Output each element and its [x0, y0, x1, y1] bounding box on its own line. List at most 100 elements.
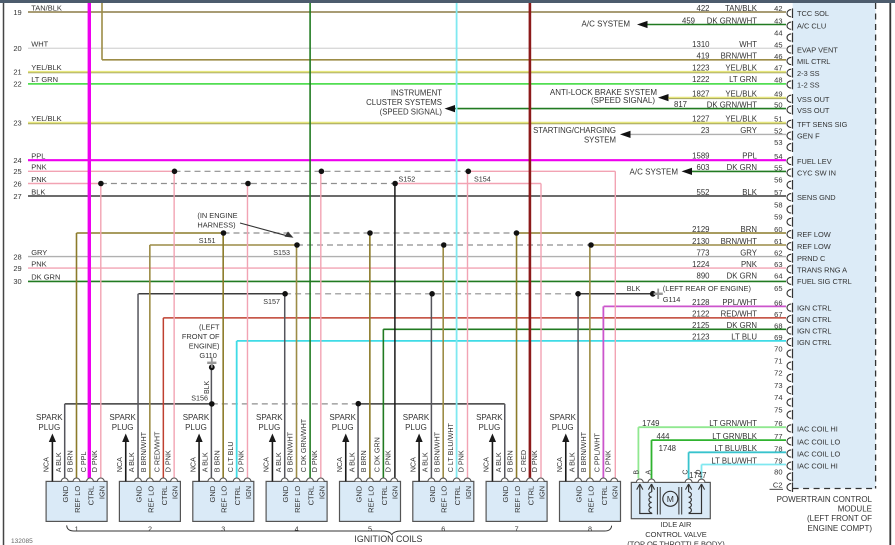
svg-text:49: 49 [774, 90, 782, 99]
svg-text:IGN CTRL: IGN CTRL [797, 338, 832, 347]
svg-text:2-3 SS: 2-3 SS [797, 69, 820, 78]
svg-text:66: 66 [774, 298, 782, 307]
svg-text:IGN: IGN [244, 486, 253, 499]
svg-text:56: 56 [774, 176, 782, 185]
svg-text:PRND C: PRND C [797, 254, 826, 263]
svg-text:MODULE: MODULE [838, 505, 872, 514]
svg-text:PLUG: PLUG [38, 423, 60, 432]
svg-text:603: 603 [696, 163, 709, 172]
svg-text:55: 55 [774, 163, 782, 172]
svg-text:817: 817 [674, 100, 687, 109]
svg-text:IGN: IGN [537, 486, 546, 499]
svg-text:43: 43 [774, 17, 782, 26]
svg-text:TFT SENS SIG: TFT SENS SIG [797, 120, 848, 129]
svg-text:1224: 1224 [692, 260, 710, 269]
svg-text:54: 54 [774, 152, 782, 161]
svg-text:58: 58 [774, 200, 782, 209]
svg-text:REF LO: REF LO [440, 486, 449, 513]
svg-text:IGN CTRL: IGN CTRL [797, 304, 832, 313]
svg-text:C RED/WHT: C RED/WHT [153, 431, 162, 472]
svg-text:DK GRN/WHT: DK GRN/WHT [707, 100, 757, 109]
svg-text:2130: 2130 [692, 237, 710, 246]
svg-text:62: 62 [774, 249, 782, 258]
svg-text:1748: 1748 [659, 444, 676, 453]
svg-text:IAC COIL LO: IAC COIL LO [797, 437, 841, 446]
svg-text:YEL/BLK: YEL/BLK [31, 63, 61, 72]
svg-text:6: 6 [441, 525, 445, 534]
svg-text:2122: 2122 [692, 310, 709, 319]
svg-text:REF LOW: REF LOW [797, 230, 831, 239]
svg-text:FRONT OF: FRONT OF [182, 332, 220, 341]
svg-text:19: 19 [13, 8, 21, 17]
svg-text:61: 61 [774, 237, 782, 246]
svg-text:S156: S156 [191, 394, 208, 403]
svg-text:1827: 1827 [692, 89, 709, 98]
svg-text:LT GRN: LT GRN [729, 75, 757, 84]
svg-text:NCA: NCA [42, 457, 51, 472]
svg-text:LT GRN/WHT: LT GRN/WHT [709, 419, 757, 428]
svg-text:HARNESS): HARNESS) [197, 221, 235, 230]
svg-text:4: 4 [295, 525, 299, 534]
svg-text:C2: C2 [773, 481, 783, 490]
svg-text:SPARK: SPARK [183, 413, 210, 422]
svg-text:D PNK: D PNK [237, 450, 246, 472]
svg-text:SPARK: SPARK [109, 413, 136, 422]
svg-text:G114: G114 [663, 295, 681, 304]
svg-text:IGN: IGN [317, 486, 326, 499]
svg-text:RED/WHT: RED/WHT [721, 310, 758, 319]
svg-text:1749: 1749 [642, 419, 659, 428]
svg-text:M: M [667, 494, 674, 504]
svg-text:47: 47 [774, 64, 782, 73]
svg-text:60: 60 [774, 225, 782, 234]
svg-text:2: 2 [148, 525, 152, 534]
svg-text:DK GRN/WHT: DK GRN/WHT [707, 16, 757, 25]
svg-text:GND: GND [135, 485, 144, 502]
svg-text:C PPL/WHT: C PPL/WHT [593, 433, 602, 473]
svg-text:IGN: IGN [391, 486, 400, 499]
svg-text:1: 1 [75, 525, 79, 534]
svg-text:59: 59 [774, 213, 782, 222]
svg-text:NCA: NCA [408, 457, 417, 472]
svg-text:80: 80 [774, 468, 782, 477]
svg-text:REF LOW: REF LOW [797, 242, 831, 251]
svg-text:DK GRN: DK GRN [727, 321, 757, 330]
svg-text:IGN: IGN [97, 486, 106, 499]
svg-text:(SPEED SIGNAL): (SPEED SIGNAL) [380, 107, 443, 116]
svg-text:D: D [695, 470, 702, 475]
svg-text:51: 51 [774, 115, 782, 124]
svg-text:ENGINE COMPT): ENGINE COMPT) [808, 524, 873, 533]
svg-text:CTRL: CTRL [527, 486, 536, 506]
svg-text:STARTING/CHARGING: STARTING/CHARGING [533, 126, 616, 135]
svg-text:BLK: BLK [204, 380, 211, 394]
svg-text:REF LO: REF LO [586, 486, 595, 513]
svg-text:D PNK: D PNK [163, 450, 172, 472]
svg-text:ENGINE): ENGINE) [189, 342, 220, 351]
svg-text:PLUG: PLUG [258, 423, 280, 432]
svg-text:69: 69 [774, 333, 782, 342]
svg-text:IGN: IGN [611, 486, 620, 499]
svg-text:44: 44 [774, 28, 782, 37]
svg-text:A/C CLU: A/C CLU [797, 22, 826, 31]
svg-text:2129: 2129 [692, 225, 709, 234]
svg-text:IAC COIL LO: IAC COIL LO [797, 450, 841, 459]
svg-text:FUEL LEV: FUEL LEV [797, 157, 832, 166]
svg-text:CTRL: CTRL [87, 486, 96, 506]
svg-text:NCA: NCA [262, 457, 271, 472]
svg-text:PNK: PNK [31, 163, 46, 172]
svg-text:B BRN: B BRN [66, 450, 75, 472]
svg-text:DK GRN: DK GRN [727, 163, 757, 172]
svg-text:LT BLU/WHT: LT BLU/WHT [711, 456, 757, 465]
svg-text:CTRL: CTRL [160, 486, 169, 506]
svg-text:NCA: NCA [482, 457, 491, 472]
svg-text:71: 71 [774, 357, 782, 366]
svg-text:70: 70 [774, 344, 782, 353]
svg-text:45: 45 [774, 40, 782, 49]
svg-text:WHT: WHT [739, 40, 757, 49]
svg-text:A/C SYSTEM: A/C SYSTEM [582, 20, 631, 29]
svg-text:C DK GRN: C DK GRN [373, 437, 382, 472]
svg-text:INSTRUMENT: INSTRUMENT [391, 89, 442, 98]
svg-text:(IN ENGINE: (IN ENGINE [197, 211, 237, 220]
svg-text:C LT BLU/WHT: C LT BLU/WHT [446, 422, 455, 472]
svg-text:1227: 1227 [692, 115, 709, 124]
svg-text:D PNK: D PNK [90, 450, 99, 472]
